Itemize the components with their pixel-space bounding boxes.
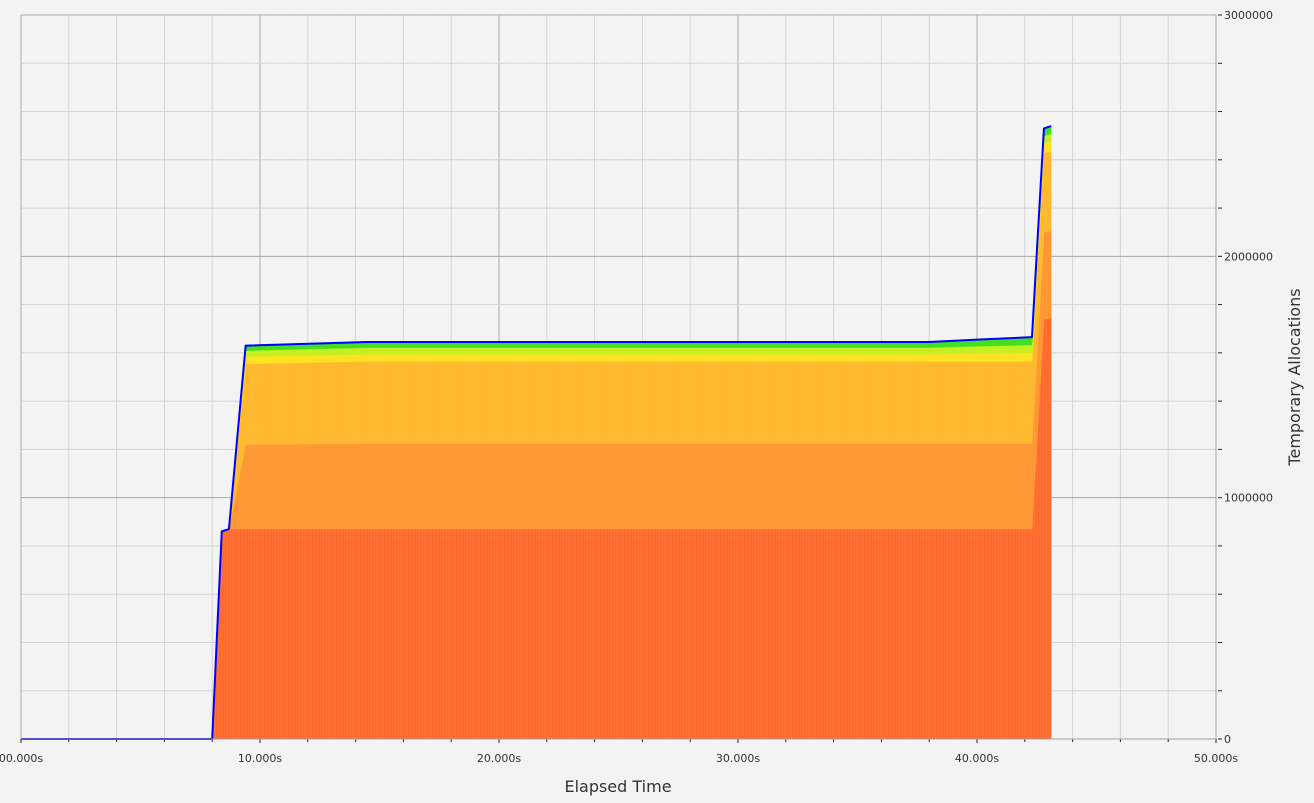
y-axis-title: Temporary Allocations [1285,288,1304,466]
x-tick-label: 40.000s [955,752,999,765]
x-tick-label: 50.000s [1194,752,1238,765]
x-tick-label: 20.000s [477,752,521,765]
x-tick-label: 00.000s [0,752,43,765]
total-line [21,125,1052,740]
x-axis-title: Elapsed Time [564,777,671,796]
y-tick-label: 2000000 [1224,250,1273,263]
y-tick-label: 1000000 [1224,492,1273,505]
x-tick-label: 30.000s [716,752,760,765]
stacked-areas [21,15,1052,740]
y-tick-label: 3000000 [1224,9,1273,22]
x-tick-label: 10.000s [238,752,282,765]
axes: 00.000s 10.000s 20.000s 30.000s 40.000s 50.00… [0,9,1273,765]
total-allocations-line [21,125,1052,740]
y-tick-label: 0 [1224,733,1231,746]
